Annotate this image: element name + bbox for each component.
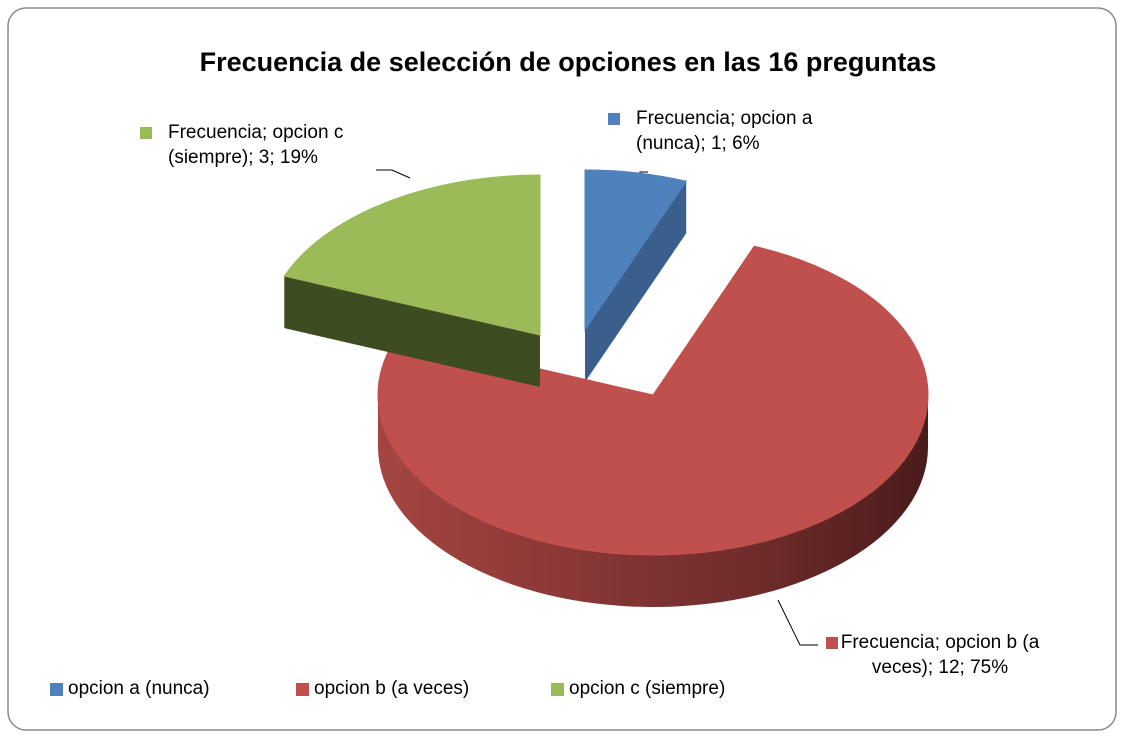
legend-swatch (296, 682, 309, 696)
legend-item: opcion c (siempre) (551, 678, 725, 700)
legend-label: opcion a (nunca) (68, 678, 210, 699)
slice-side (585, 181, 687, 382)
legend-swatch (50, 682, 63, 696)
legend-label: opcion b (a veces) (314, 678, 470, 699)
leader-line (777, 599, 818, 646)
label-swatch (826, 637, 838, 649)
slice (584, 169, 688, 332)
slice (283, 174, 541, 336)
chart-title: Frecuencia de selección de opciones en l… (200, 47, 937, 77)
slice (377, 245, 929, 556)
data-label: Frecuencia; opcion c (siempre); 3; 19% (140, 120, 398, 170)
label-swatch (140, 127, 152, 139)
legend-label: opcion c (siempre) (569, 678, 726, 699)
legend-swatch (551, 682, 564, 696)
slice-wall (378, 395, 928, 607)
chart-frame (7, 7, 1117, 731)
leader-line (376, 169, 411, 179)
slice-side (284, 276, 540, 387)
legend-item: opcion a (nunca) (50, 678, 210, 700)
data-label: Frecuencia; opcion a (nunca); 1; 6% (608, 106, 856, 156)
label-swatch (608, 113, 620, 125)
legend-item: opcion b (a veces) (296, 678, 469, 700)
data-label: Frecuencia; opcion b (a veces); 12; 75% (820, 630, 1060, 680)
